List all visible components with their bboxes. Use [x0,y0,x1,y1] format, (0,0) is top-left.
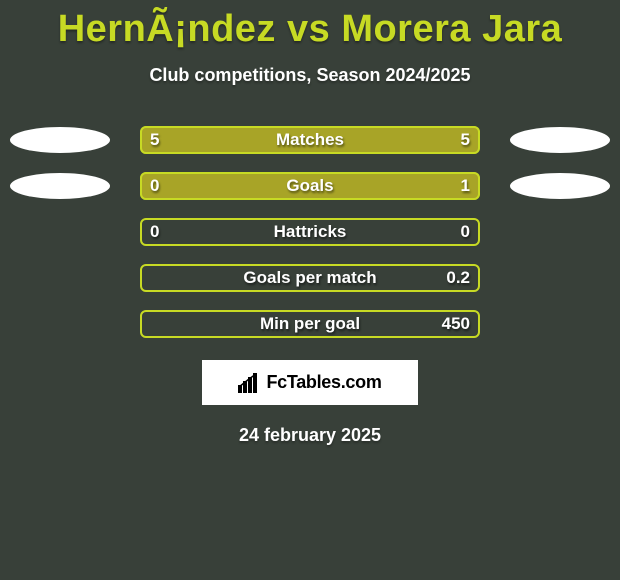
stat-label: Goals per match [0,264,620,292]
stat-label: Min per goal [0,310,620,338]
comparison-row: Matches55 [0,126,620,156]
subtitle: Club competitions, Season 2024/2025 [0,65,620,86]
stat-value-right: 0 [461,218,470,246]
stat-label: Hattricks [0,218,620,246]
bar-fill-left [140,126,310,154]
comparison-row: Goals per match0.2 [0,264,620,294]
stat-value-right: 0.2 [446,264,470,292]
comparison-rows: Matches55 Goals01 Hattricks0 0 Goals per mat… [0,126,620,340]
stat-value-right: 450 [442,310,470,338]
bar-outline [140,218,480,246]
bar-fill-right [310,126,480,154]
player-marker-right [510,173,610,199]
bar-outline [140,310,480,338]
page-title: HernÃ¡ndez vs Morera Jara [0,0,620,55]
comparison-row: Hattricks0 0 [0,218,620,248]
bar-fill-left [140,172,203,200]
bar-outline [140,264,480,292]
bar-fill-right [203,172,480,200]
date-label: 24 february 2025 [0,425,620,446]
player-marker-left [10,173,110,199]
brand-text: FcTables.com [266,372,381,393]
brand-chart-icon [238,373,262,393]
comparison-row: Min per goal450 [0,310,620,340]
brand-badge: FcTables.com [202,360,418,405]
comparison-row: Goals01 [0,172,620,202]
player-marker-left [10,127,110,153]
stat-value-left: 0 [150,218,159,246]
player-marker-right [510,127,610,153]
